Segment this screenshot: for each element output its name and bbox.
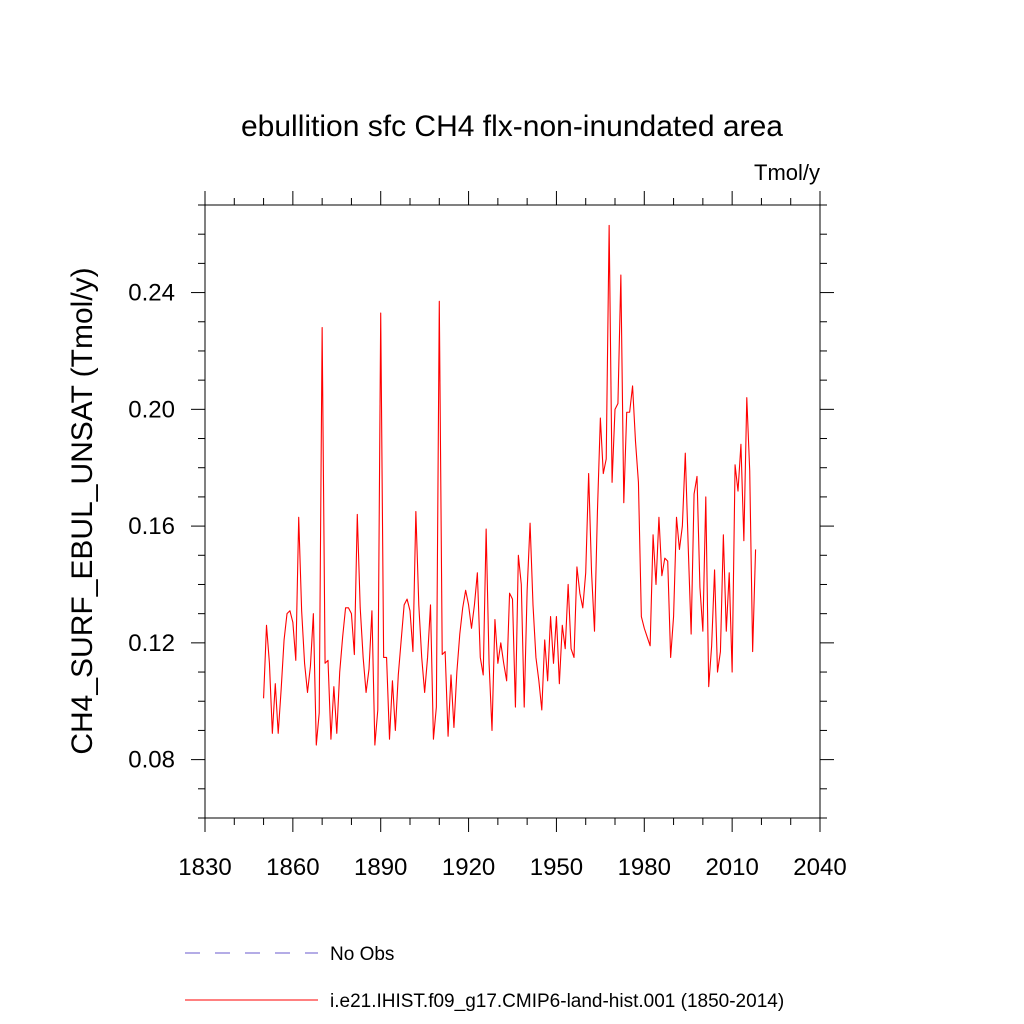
legend-label: No Obs	[330, 944, 394, 965]
y-tick-label: 0.12	[128, 630, 175, 657]
x-tick-label: 1890	[354, 854, 407, 881]
chart-title: ebullition sfc CH4 flx-non-inundated are…	[241, 110, 783, 143]
y-tick-label: 0.24	[128, 280, 175, 307]
x-tick-label: 2010	[705, 854, 758, 881]
units-label: Tmol/y	[754, 160, 820, 185]
x-tick-label: 1950	[530, 854, 583, 881]
x-tick-label: 2040	[793, 854, 846, 881]
x-tick-label: 1830	[178, 854, 231, 881]
legend-label: i.e21.IHIST.f09_g17.CMIP6-land-hist.001 …	[330, 991, 784, 1012]
x-tick-label: 1860	[266, 854, 319, 881]
x-tick-label: 1980	[618, 854, 671, 881]
series-line	[263, 224, 757, 746]
series-layer	[263, 224, 757, 746]
y-tick-label: 0.08	[128, 747, 175, 774]
x-tick-label: 1920	[442, 854, 495, 881]
legend: No Obs i.e21.IHIST.f09_g17.CMIP6-land-his…	[185, 944, 784, 1012]
plot-frame	[204, 204, 821, 819]
y-tick-label: 0.16	[128, 513, 175, 540]
y-tick-label: 0.20	[128, 396, 175, 423]
axis-ticks: 1830 1860 1890 1920 1950 1980 2010 2040 0.08 0.12…	[128, 191, 847, 881]
y-axis-label: CH4_SURF_EBUL_UNSAT (Tmol/y)	[66, 267, 99, 754]
